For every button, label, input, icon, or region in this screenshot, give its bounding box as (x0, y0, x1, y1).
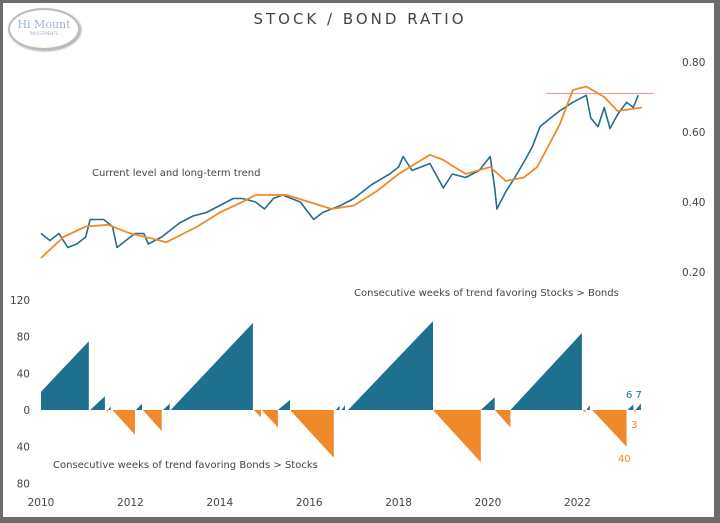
chart-title: STOCK / BOND RATIO (253, 10, 467, 28)
stocks-streak (336, 405, 340, 410)
y-tick-label-top: 0.20 (682, 267, 705, 279)
stocks-streak (135, 403, 142, 410)
ratio-line (40, 94, 639, 249)
stocks-streak (586, 405, 590, 410)
stocks-streak (480, 397, 495, 410)
bonds-annotation: Consecutive weeks of trend favoring Bond… (53, 460, 318, 471)
stocks-streak (341, 405, 345, 410)
trend-line (40, 85, 643, 259)
bonds-streak (290, 410, 334, 458)
stocks-streak (170, 322, 253, 410)
bonds-streak (433, 410, 481, 463)
top-annotation: Current level and long-term trend (92, 168, 260, 179)
y-tick-label-bottom: 40 (17, 368, 30, 380)
stocks-streak (635, 403, 641, 410)
bonds-streak (106, 410, 109, 413)
x-tick-label: 2018 (385, 497, 412, 509)
y-tick-label-bottom: 40 (17, 442, 30, 454)
stocks-annotation: Consecutive weeks of trend favoring Stoc… (354, 288, 619, 299)
y-tick-label-bottom: 80 (17, 478, 30, 490)
chart-frame (3, 3, 714, 517)
stocks-streak (108, 406, 111, 410)
logo: Hi Mount INVESTMENTS (8, 8, 80, 50)
label-bonds-weeks-recent: 3 (631, 420, 637, 431)
x-tick-label: 2012 (117, 497, 144, 509)
stocks-streak (90, 396, 105, 410)
x-tick-label: 2020 (475, 497, 502, 509)
bonds-streak (633, 410, 636, 413)
stocks-streak (163, 403, 170, 410)
bonds-streak (112, 410, 135, 435)
x-tick-label: 2010 (28, 497, 55, 509)
y-tick-label-top: 0.80 (682, 57, 705, 69)
y-tick-label-bottom: 0 (23, 405, 30, 417)
bonds-streak (494, 410, 511, 428)
label-bonds-weeks-prior: 40 (618, 454, 631, 465)
bonds-streak (592, 410, 627, 447)
x-tick-label: 2016 (296, 497, 323, 509)
stocks-streak (348, 321, 433, 410)
y-tick-label-bottom: 120 (10, 295, 30, 307)
bonds-streak (253, 410, 261, 418)
logo-text: Hi Mount (17, 18, 71, 31)
y-tick-label-top: 0.60 (682, 127, 705, 139)
y-tick-label-bottom: 80 (17, 332, 30, 344)
label-stocks-weeks: 6 7 (626, 390, 642, 401)
stocks-streak (41, 341, 89, 410)
bonds-streak (582, 410, 586, 413)
x-tick-label: 2022 (564, 497, 591, 509)
stocks-streak (510, 333, 582, 410)
bonds-streak (142, 410, 162, 432)
bonds-streak (261, 410, 278, 428)
logo-subtext: INVESTMENTS (29, 31, 59, 36)
x-tick-label: 2014 (206, 497, 233, 509)
stocks-streak (627, 404, 634, 410)
y-tick-label-top: 0.40 (682, 197, 705, 209)
stocks-streak (277, 399, 290, 410)
